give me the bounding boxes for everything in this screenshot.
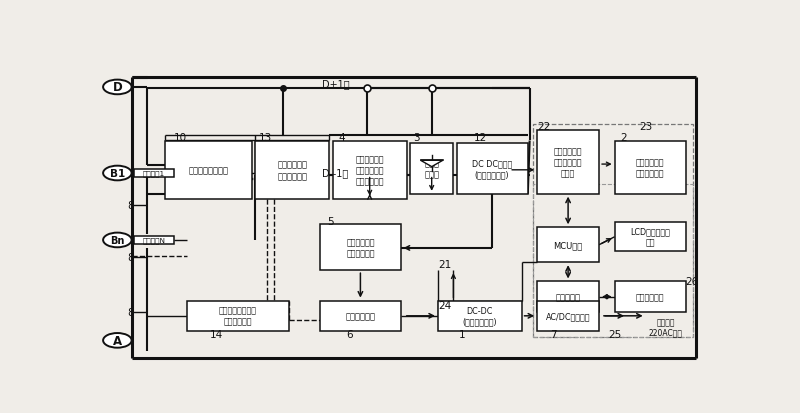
Bar [410,143,454,194]
Text: 电流检测N: 电流检测N [142,237,166,244]
Bar [614,282,686,312]
Bar [537,301,599,331]
Text: 远程通信电路: 远程通信电路 [636,292,665,301]
Bar [533,185,693,337]
Text: 放电负载电路: 放电负载电路 [346,311,375,320]
Circle shape [103,166,132,181]
Bar [438,301,522,331]
Text: 恒流激光负载
智能控制电路: 恒流激光负载 智能控制电路 [346,237,374,258]
Bar [165,142,252,199]
Bar [320,225,401,271]
Text: 1: 1 [458,329,466,339]
Text: LCD显示和键盘
输入: LCD显示和键盘 输入 [630,227,670,247]
Text: 21: 21 [438,260,451,270]
Text: D+1端: D+1端 [322,79,350,89]
Bar [134,170,174,178]
Text: 26: 26 [686,277,698,287]
Text: 3: 3 [414,132,420,142]
Circle shape [103,333,132,348]
Text: Bn: Bn [110,235,125,245]
Text: D -1端: D -1端 [322,168,349,178]
Text: 亦可外接
220AC输入: 亦可外接 220AC输入 [649,318,682,337]
Bar [457,143,528,194]
Text: 13: 13 [259,132,272,142]
Bar [537,282,599,312]
Polygon shape [421,161,443,167]
Text: 7: 7 [550,329,557,339]
Bar [320,301,401,331]
Text: 蓄电池组在线测试
转换控制电路: 蓄电池组在线测试 转换控制电路 [219,306,257,326]
Text: 蓄电池组单体
电压检测设备: 蓄电池组单体 电压检测设备 [636,158,665,178]
Bar [537,228,599,263]
Bar [614,142,686,194]
Circle shape [103,81,132,95]
Text: 蓄电池组在线
测试切换开关: 蓄电池组在线 测试切换开关 [277,160,307,180]
Bar [333,142,407,199]
Text: 24: 24 [438,301,451,311]
Text: A: A [113,334,122,347]
Text: 8: 8 [128,253,134,263]
Text: 12: 12 [474,132,487,142]
Text: 2: 2 [620,132,626,142]
Text: 14: 14 [210,329,223,339]
Text: 25: 25 [608,329,622,339]
Bar [537,131,599,194]
Text: 5: 5 [327,217,334,227]
Text: 电流电压数据
采集及转换控
制电路: 电流电压数据 采集及转换控 制电路 [554,147,582,178]
Text: 10: 10 [174,132,187,142]
Text: 安全保
护电路: 安全保 护电路 [424,159,439,179]
Text: B1: B1 [110,169,125,178]
Text: 数据存储器: 数据存储器 [555,292,581,301]
Text: 自动限流充电
和等电位连接
安全控制电路: 自动限流充电 和等电位连接 安全控制电路 [355,155,384,186]
Circle shape [103,233,132,248]
Bar [533,125,693,337]
Text: 第二安全保护电路: 第二安全保护电路 [189,166,229,175]
Text: 4: 4 [338,132,345,142]
Text: 8: 8 [128,307,134,317]
Text: MCU单元: MCU单元 [554,241,582,249]
Bar [187,301,289,331]
Bar [614,223,686,252]
Text: 电流检测1: 电流检测1 [143,170,165,177]
Bar [255,142,330,199]
Text: 6: 6 [346,329,353,339]
Text: 8: 8 [128,200,134,210]
Text: AC/DC开关电源: AC/DC开关电源 [546,311,590,320]
Text: D: D [113,81,122,94]
Text: DC-DC
(主机工作电源): DC-DC (主机工作电源) [462,306,497,326]
Text: 23: 23 [639,121,652,131]
Text: DC DC变换器
(含阻开关电路): DC DC变换器 (含阻开关电路) [472,159,512,179]
Text: 22: 22 [538,121,550,131]
Bar [134,237,174,244]
